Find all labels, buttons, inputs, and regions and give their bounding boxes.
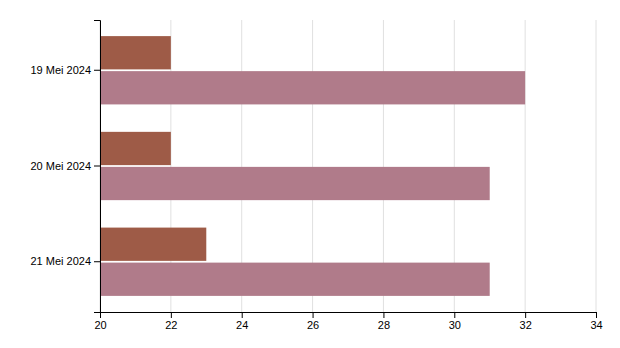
tick-mark [94,70,100,71]
tick: 24 [236,312,248,331]
bar [100,71,525,104]
bar [100,132,171,165]
x-axis: 20 22 24 26 28 30 32 34 [94,312,602,331]
bar [100,36,171,69]
tick-mark [94,261,100,262]
chart-svg: 20 22 24 26 28 30 32 34 19 Mei 2024 20 Mei 2024 21… [0,0,620,348]
grid-line [596,20,597,312]
tick-label: 34 [590,319,602,331]
tick-mark [596,312,597,318]
tick-mark [171,312,172,318]
axis-line [101,313,597,319]
tick: 22 [165,312,177,331]
tick: 20 [94,312,106,331]
tick-label: 32 [520,319,532,331]
tick-label: 24 [236,319,248,331]
tick-mark [94,166,100,167]
tick-label: 19 Mei 2024 [30,64,91,76]
tick-mark [383,312,384,318]
grid-line [525,20,526,312]
tick-label: 30 [449,319,461,331]
bar [100,263,490,296]
plot: 20 22 24 26 28 30 32 34 19 Mei 2024 20 Mei 2024 21… [30,20,602,331]
series [100,71,525,296]
chart-container: 20 22 24 26 28 30 32 34 19 Mei 2024 20 Mei 2024 21… [0,0,620,348]
tick-mark [525,312,526,318]
axis-line [94,21,101,313]
tick-label: 20 Mei 2024 [30,160,91,172]
tick-label: 22 [165,319,177,331]
bar [100,167,490,200]
y-axis: 19 Mei 2024 20 Mei 2024 21 Mei 2024 [30,21,100,313]
bars [100,36,525,296]
tick-label: 21 Mei 2024 [30,255,91,267]
grid [100,20,596,312]
tick-mark [454,312,455,318]
tick: 19 Mei 2024 [30,64,100,76]
tick-label: 20 [94,319,106,331]
bar [100,228,206,261]
tick-label: 26 [307,319,319,331]
tick: 32 [520,312,532,331]
tick-mark [242,312,243,318]
tick: 20 Mei 2024 [30,160,100,172]
tick: 30 [449,312,461,331]
tick-mark [313,312,314,318]
series [100,36,206,261]
tick: 34 [590,312,602,331]
tick: 21 Mei 2024 [30,255,100,267]
tick: 26 [307,312,319,331]
tick: 28 [378,312,390,331]
tick-label: 28 [378,319,390,331]
